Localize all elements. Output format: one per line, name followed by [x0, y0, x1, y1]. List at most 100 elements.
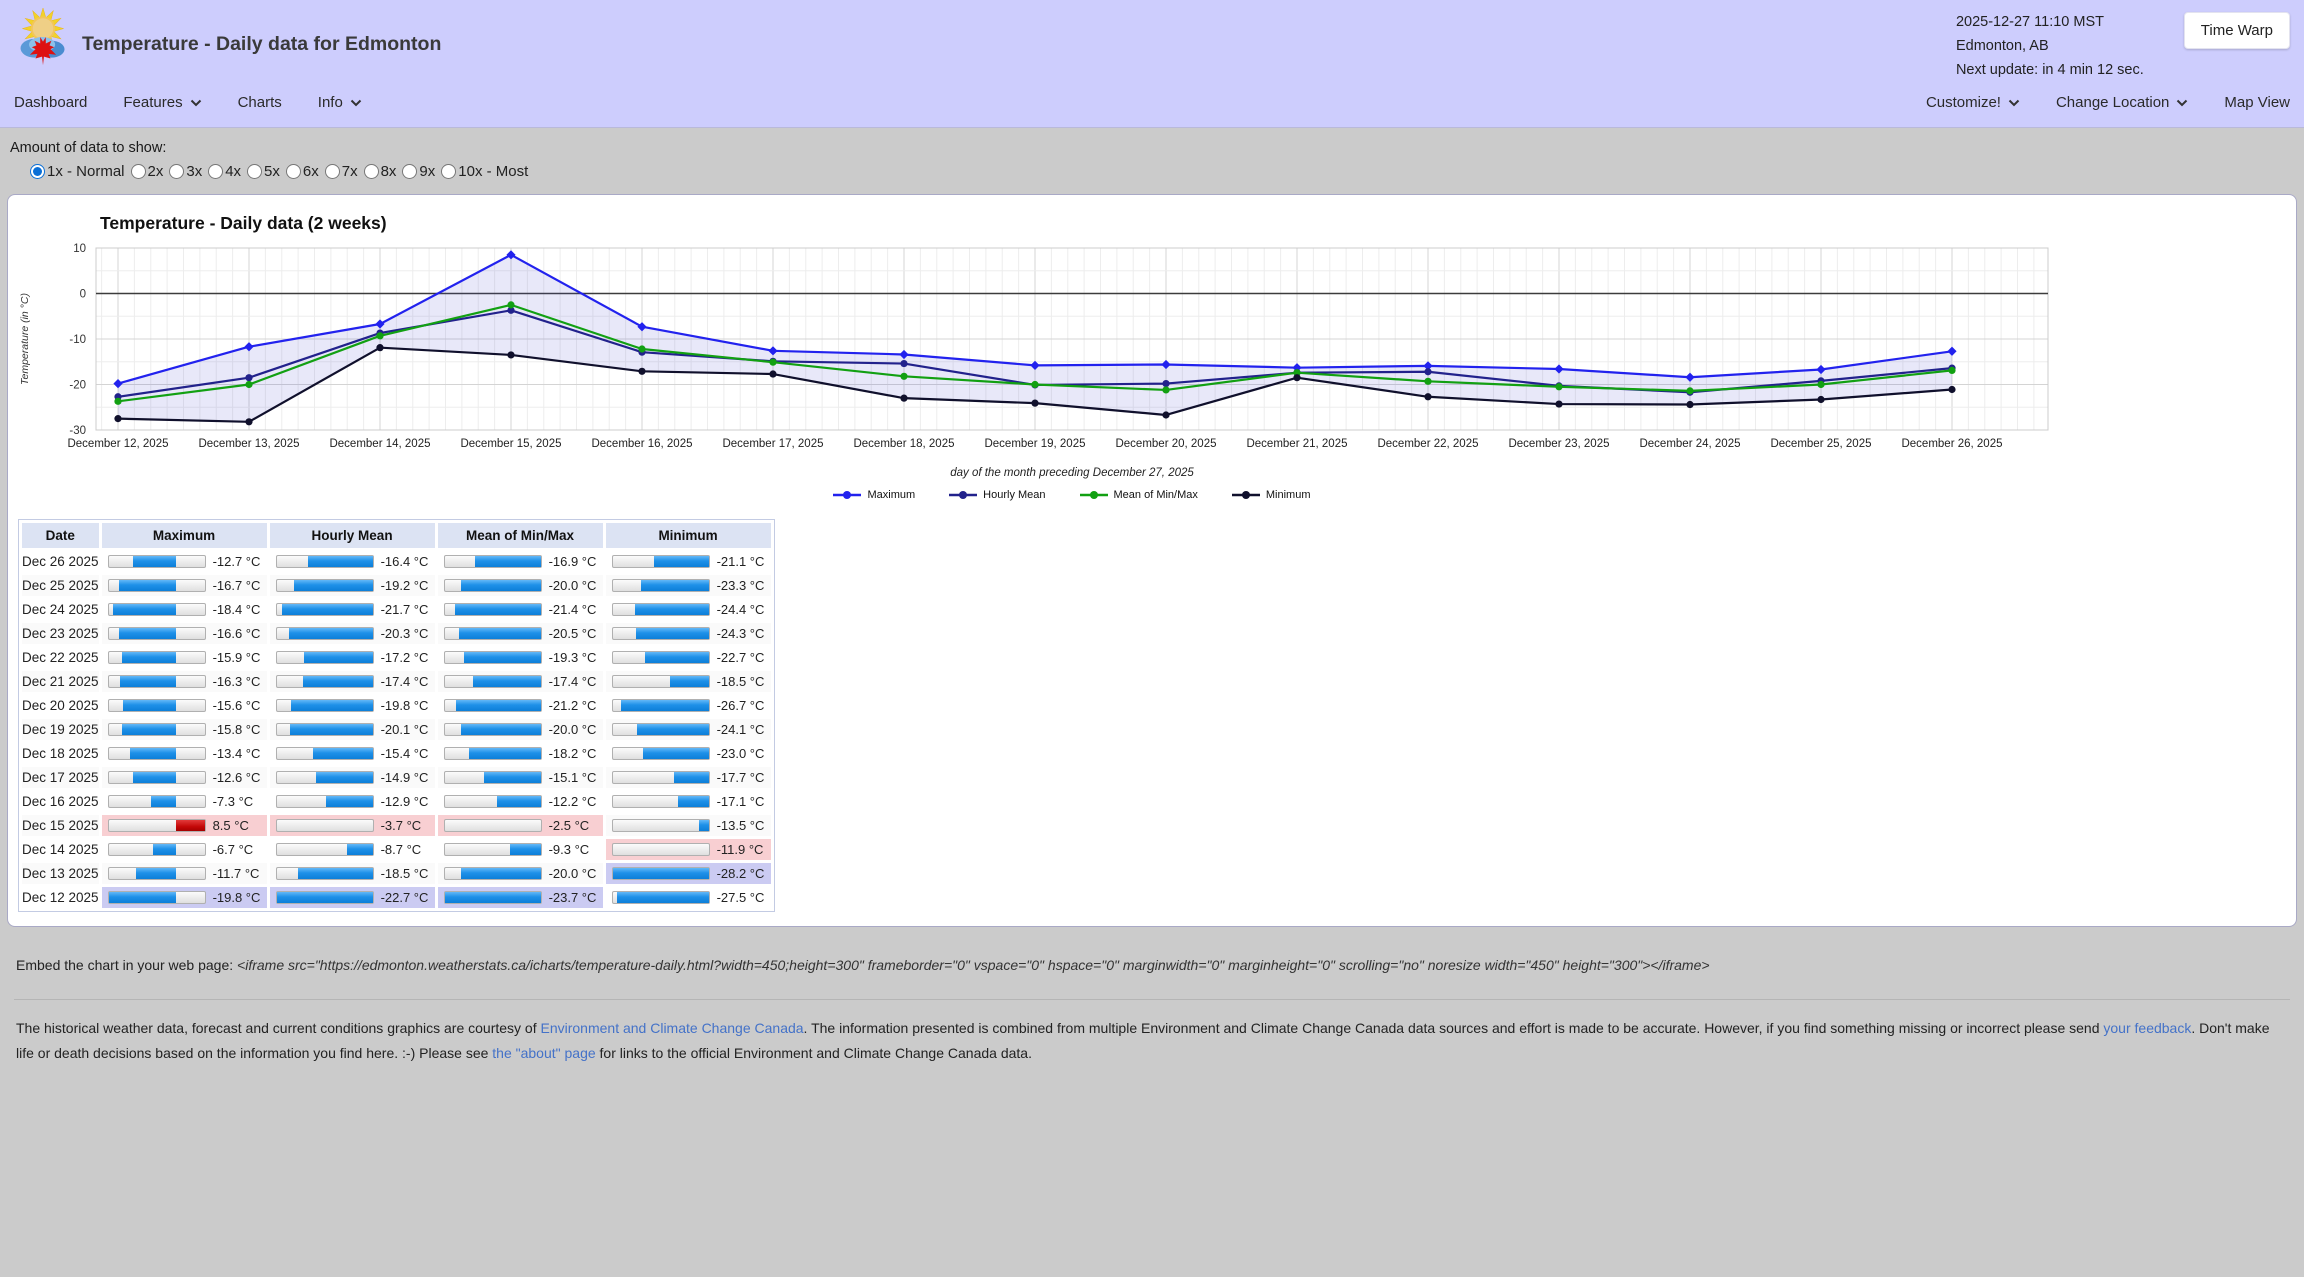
bar-track	[107, 723, 206, 736]
radio-input[interactable]	[285, 164, 301, 179]
bar-track	[443, 555, 542, 568]
footer-link-the-about-page[interactable]: the "about" page	[492, 1044, 596, 1061]
radio-option-6x[interactable]: 6x	[285, 163, 319, 180]
bar-track	[275, 651, 374, 664]
bar-fill	[289, 724, 373, 735]
bar-value: -21.7 °C	[380, 602, 429, 617]
radio-option-7x[interactable]: 7x	[324, 163, 358, 180]
embed-code: <iframe src="https://edmonton.weathersta…	[237, 957, 1710, 973]
radio-option-2x[interactable]: 2x	[130, 163, 164, 180]
footer-link-your-feedback[interactable]: your feedback	[2103, 1020, 2192, 1036]
bar-track	[107, 819, 206, 832]
bar-fill	[461, 580, 541, 591]
svg-text:0: 0	[80, 289, 86, 301]
nav-item-charts[interactable]: Charts	[238, 94, 282, 111]
bar-track	[443, 867, 542, 880]
bar-value: -3.7 °C	[380, 818, 422, 833]
nav-item-dashboard[interactable]: Dashboard	[14, 94, 87, 111]
date-cell: Dec 19 2025	[22, 719, 99, 740]
time-warp-button[interactable]: Time Warp	[2183, 12, 2290, 49]
svg-text:December 19, 2025: December 19, 2025	[984, 438, 1085, 450]
footer-link-environment-and-climate-change-canada[interactable]: Environment and Climate Change Canada	[540, 1020, 804, 1036]
date-cell: Dec 24 2025	[22, 599, 99, 620]
value-cell: -20.5 °C	[437, 623, 603, 644]
radio-option-1x[interactable]: 1x - Normal	[30, 163, 125, 180]
svg-text:December 17, 2025: December 17, 2025	[722, 438, 823, 450]
radio-input[interactable]	[169, 164, 185, 179]
radio-input[interactable]	[363, 164, 379, 179]
nav-item-map-view[interactable]: Map View	[2224, 94, 2290, 111]
bar-value: -16.9 °C	[548, 554, 597, 569]
svg-text:Temperature (in °C): Temperature (in °C)	[19, 293, 31, 385]
radio-input[interactable]	[324, 164, 340, 179]
radio-label: 5x	[264, 163, 280, 180]
bar-fill	[469, 748, 541, 759]
bar-track	[611, 771, 710, 784]
bar-fill	[276, 892, 373, 903]
bar-value: -24.1 °C	[716, 722, 765, 737]
radio-input[interactable]	[130, 164, 146, 179]
radio-input[interactable]	[402, 164, 418, 179]
bar-track	[107, 627, 206, 640]
chart-panel: Temperature - Daily data (2 weeks) 10 0 -1…	[7, 194, 2297, 927]
nav-item-change-location[interactable]: Change Location	[2056, 94, 2188, 111]
bar-fill	[119, 628, 176, 639]
nav-item-label: Map View	[2224, 94, 2290, 111]
chevron-down-icon	[350, 99, 362, 106]
value-cell: -23.3 °C	[605, 575, 771, 596]
bar-track	[443, 603, 542, 616]
radio-label: 2x	[147, 163, 164, 180]
bar-value: -16.3 °C	[212, 674, 261, 689]
bar-value: -13.5 °C	[716, 818, 765, 833]
radio-label: 7x	[341, 163, 358, 180]
radio-option-10x[interactable]: 10x - Most	[441, 163, 528, 180]
svg-text:December 16, 2025: December 16, 2025	[591, 438, 692, 450]
radio-option-4x[interactable]: 4x	[208, 163, 241, 180]
value-cell: -27.5 °C	[605, 887, 771, 908]
nav-bar: Dashboard Features Charts Info Customize! Ch…	[0, 88, 2304, 127]
value-cell: -11.9 °C	[605, 839, 771, 860]
value-cell: -2.5 °C	[437, 815, 603, 836]
nav-right: Customize! Change Location Map View	[1926, 94, 2290, 111]
radio-option-5x[interactable]: 5x	[247, 163, 280, 180]
svg-text:December 23, 2025: December 23, 2025	[1508, 438, 1609, 450]
radio-option-3x[interactable]: 3x	[169, 163, 202, 180]
chevron-down-icon	[2008, 99, 2020, 106]
radio-input[interactable]	[247, 164, 263, 179]
data-table: Date Maximum Hourly Mean Mean of Min/Max Min…	[18, 519, 775, 912]
bar-fill	[113, 604, 176, 615]
bar-track	[275, 795, 374, 808]
bar-fill	[122, 700, 176, 711]
nav-item-features[interactable]: Features	[123, 94, 201, 111]
radio-label: 3x	[186, 163, 203, 180]
footer-segment: for links to the official Environment an…	[595, 1044, 1032, 1061]
bar-value: -12.7 °C	[212, 554, 261, 569]
bar-track	[275, 699, 374, 712]
bar-track	[443, 627, 542, 640]
radio-input[interactable]	[441, 164, 457, 179]
chevron-down-icon	[190, 99, 201, 106]
date-cell: Dec 20 2025	[22, 695, 99, 716]
bar-track	[611, 891, 710, 904]
radio-option-9x[interactable]: 9x	[402, 163, 435, 180]
bar-track	[107, 603, 206, 616]
nav-item-customize[interactable]: Customize!	[1926, 94, 2020, 111]
value-cell: -15.8 °C	[101, 719, 267, 740]
footer-divider	[14, 999, 2290, 1000]
location-text: Edmonton, AB	[1955, 38, 2049, 54]
value-cell: -20.0 °C	[437, 575, 603, 596]
bar-value: -11.9 °C	[716, 842, 764, 857]
bar-track	[275, 891, 374, 904]
bar-value: -7.3 °C	[212, 794, 254, 809]
bar-track	[275, 675, 374, 688]
radio-input[interactable]	[208, 164, 224, 179]
radio-input[interactable]	[30, 164, 45, 179]
bar-track	[275, 603, 374, 616]
radio-option-8x[interactable]: 8x	[363, 163, 396, 180]
bar-fill	[150, 796, 176, 807]
embed-note: Embed the chart in your web page: <ifram…	[16, 957, 2288, 973]
bar-fill	[313, 748, 373, 759]
value-cell: -16.3 °C	[101, 671, 267, 692]
nav-item-info[interactable]: Info	[318, 94, 362, 111]
bar-value: -28.2 °C	[716, 866, 765, 881]
